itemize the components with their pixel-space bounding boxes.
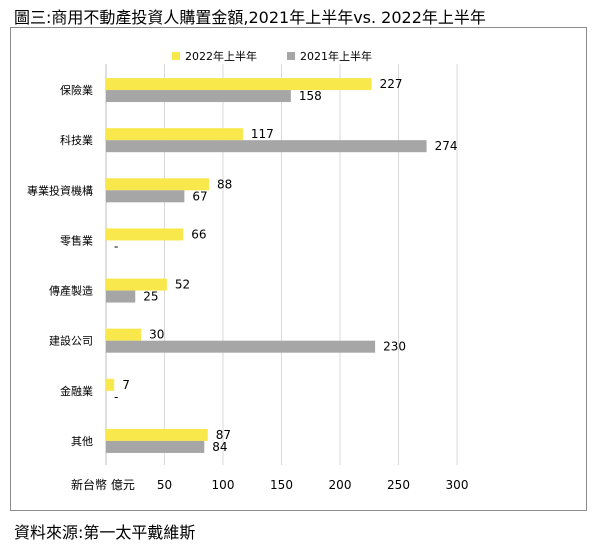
data-label-2022: 87 xyxy=(216,428,231,442)
chart-title: 圖三:商用不動產投資人購置金額,2021年上半年vs. 2022年上半年 xyxy=(14,8,486,27)
legend-label-2021: 2021年上半年 xyxy=(300,50,372,63)
data-label-2021: 274 xyxy=(435,139,458,153)
category-label: 零售業 xyxy=(60,233,93,247)
bar-2021 xyxy=(106,440,205,453)
data-label-2021: 25 xyxy=(143,290,158,304)
category-label: 保險業 xyxy=(60,83,93,97)
x-tick-label: 100 xyxy=(212,478,235,492)
x-axis-label: 新台幣 億元 xyxy=(71,477,135,492)
legend-item-2021: 2021年上半年 xyxy=(287,48,372,64)
data-label-2022: 66 xyxy=(191,227,206,241)
data-label-2022: 52 xyxy=(175,278,190,292)
legend-swatch-2021 xyxy=(287,52,295,60)
bar-2022 xyxy=(106,178,209,191)
data-label-2021: 84 xyxy=(212,440,227,454)
bar-2021 xyxy=(106,140,427,153)
data-label-2022: 117 xyxy=(251,127,274,141)
category-label: 建設公司 xyxy=(49,334,93,348)
bar-2022 xyxy=(106,428,208,441)
x-tick-label: 200 xyxy=(329,478,352,492)
category-label: 傳產製造 xyxy=(49,284,93,298)
category-label: 科技業 xyxy=(60,133,93,147)
data-label-2021: - xyxy=(114,390,118,404)
bar-2022 xyxy=(106,228,184,241)
data-label-2022: 7 xyxy=(122,378,130,392)
bar-2021 xyxy=(106,90,291,103)
category-label: 專業投資機構 xyxy=(27,183,93,197)
category-label: 金融業 xyxy=(60,384,93,398)
source-note: 資料來源:第一太平戴維斯 xyxy=(14,523,196,542)
data-label-2021: 230 xyxy=(383,340,406,354)
data-label-2022: 227 xyxy=(380,77,403,91)
legend-item-2022: 2022年上半年 xyxy=(172,48,257,64)
x-tick-label: 150 xyxy=(270,478,293,492)
data-label-2021: 158 xyxy=(299,89,322,103)
data-label-2022: 88 xyxy=(217,177,232,191)
x-tick-label: 300 xyxy=(446,478,469,492)
x-tick-label: 250 xyxy=(387,478,410,492)
bar-2022 xyxy=(106,328,142,341)
bar-2021 xyxy=(106,290,136,303)
bar-2022 xyxy=(106,128,243,141)
chart-frame xyxy=(10,27,587,511)
bar-2021 xyxy=(106,340,376,353)
legend-label-2022: 2022年上半年 xyxy=(185,50,257,63)
data-label-2021: - xyxy=(114,239,118,253)
bar-2022 xyxy=(106,78,372,91)
x-tick-label: 50 xyxy=(157,478,172,492)
legend-swatch-2022 xyxy=(172,52,180,60)
bar-2022 xyxy=(106,378,115,391)
bar-2021 xyxy=(106,190,185,203)
data-label-2021: 67 xyxy=(192,189,207,203)
legend: 2022年上半年 2021年上半年 xyxy=(172,48,372,64)
category-label: 其他 xyxy=(71,435,93,448)
bar-2022 xyxy=(106,278,167,291)
data-label-2022: 30 xyxy=(149,328,164,342)
